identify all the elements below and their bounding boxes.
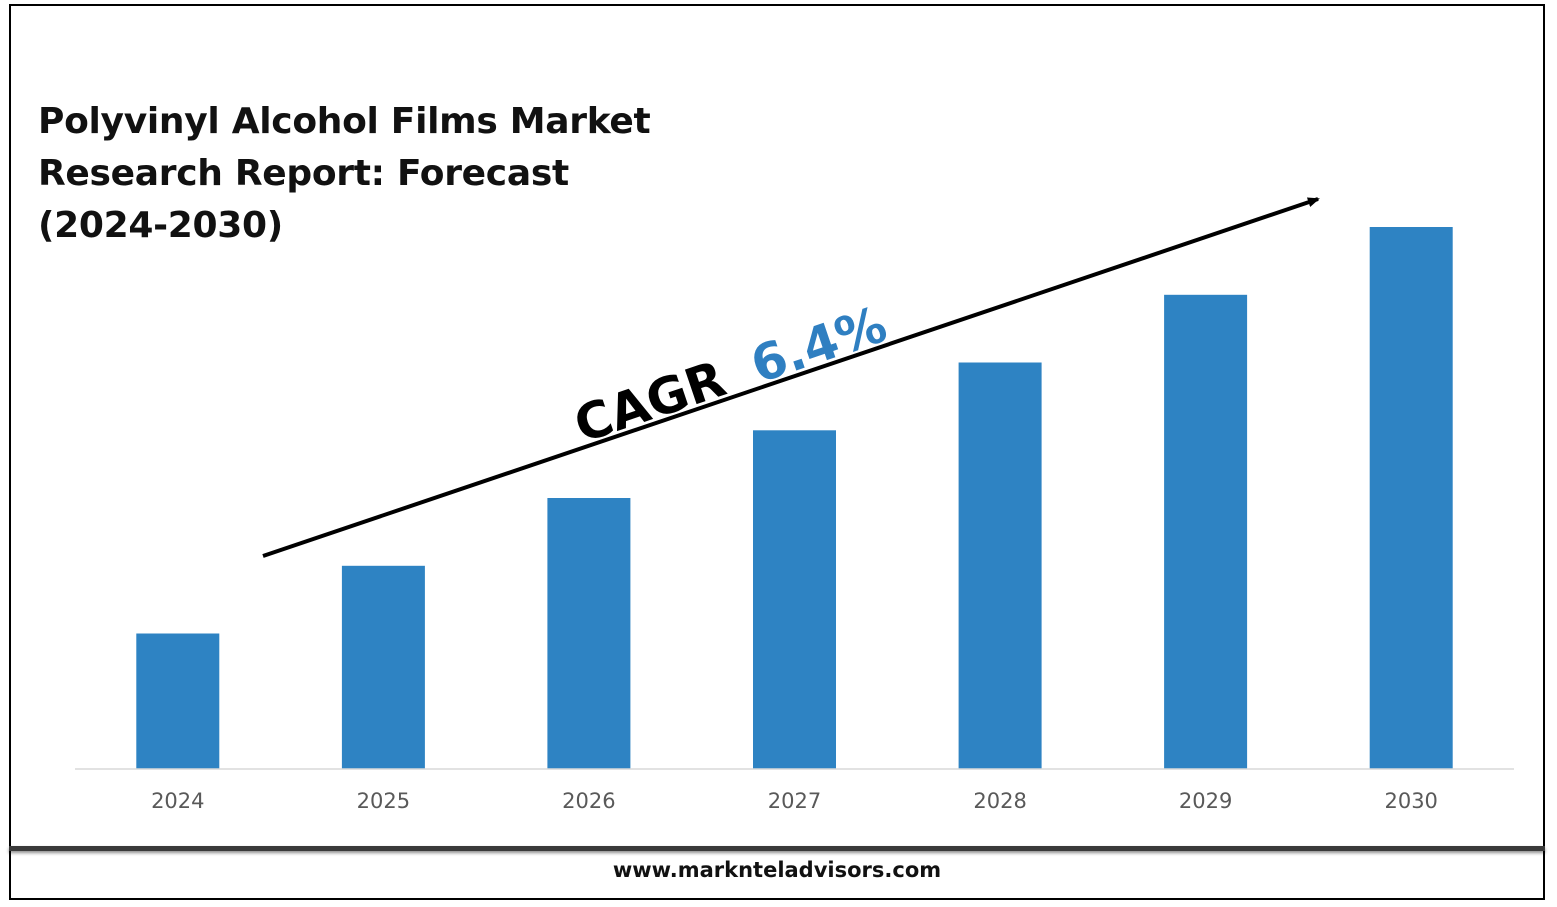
- chart-title: Polyvinyl Alcohol Films Market Research …: [38, 96, 651, 252]
- bar-2029: [1164, 294, 1248, 770]
- cagr-value: 6.4%: [744, 295, 894, 394]
- x-tick-2030: 2030: [1384, 789, 1437, 813]
- title-line-1: Polyvinyl Alcohol Films Market: [38, 101, 651, 142]
- bar-2026: [547, 498, 631, 769]
- x-tick-2024: 2024: [151, 789, 204, 813]
- x-axis-ticks: 2024 2025 2026 2027 2028 2029 2030: [151, 789, 1438, 813]
- trend-arrow: [262, 197, 1320, 558]
- title-line-3: (2024-2030): [38, 205, 283, 246]
- x-tick-2027: 2027: [768, 789, 821, 813]
- bar-2027: [753, 430, 836, 770]
- footer-divider: [9, 846, 1545, 851]
- bar-2025: [341, 565, 425, 770]
- x-tick-2025: 2025: [357, 789, 410, 813]
- cagr-prefix: CAGR: [567, 350, 732, 455]
- chart-frame: [9, 4, 1545, 900]
- bars-group: [136, 227, 1453, 770]
- bar-2030: [1369, 227, 1453, 769]
- footer-url: www.marknteladvisors.com: [612, 858, 942, 882]
- x-tick-2029: 2029: [1179, 789, 1232, 813]
- x-tick-2028: 2028: [973, 789, 1026, 813]
- bar-2024: [136, 633, 220, 769]
- bar-2028: [958, 362, 1042, 769]
- x-tick-2026: 2026: [562, 789, 615, 813]
- cagr-annotation: CAGR 6.4%: [567, 295, 893, 454]
- title-line-2: Research Report: Forecast: [38, 153, 569, 194]
